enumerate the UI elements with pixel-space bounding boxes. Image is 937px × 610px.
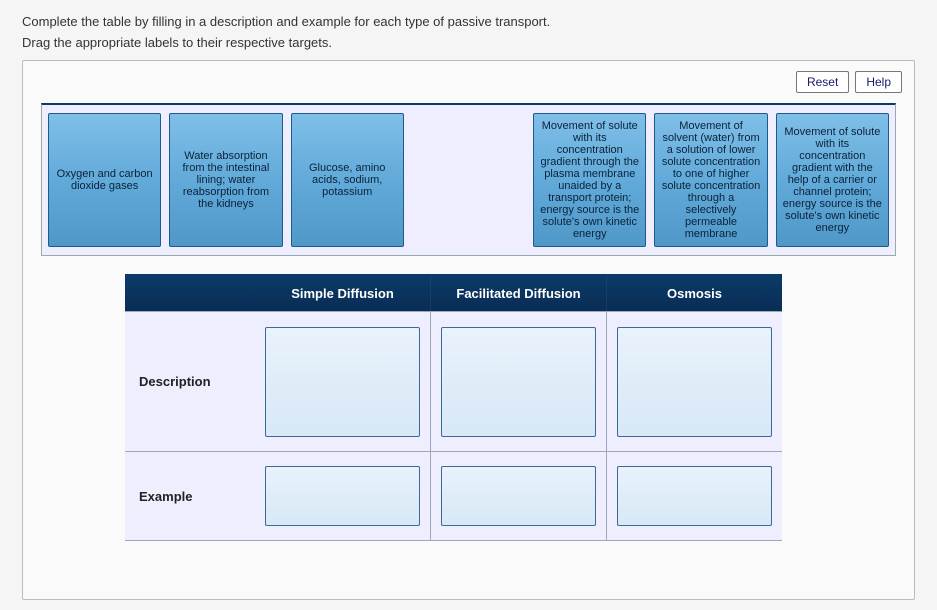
column-header: Simple Diffusion <box>255 276 430 311</box>
column-header: Facilitated Diffusion <box>430 276 606 311</box>
page: Complete the table by filling in a descr… <box>0 0 937 600</box>
table-row: Description <box>125 311 782 451</box>
drop-target-example-simple[interactable] <box>265 466 420 526</box>
header-spacer <box>125 276 255 311</box>
exercise-panel: Reset Help Oxygen and carbon dioxide gas… <box>22 60 915 600</box>
drop-target-example-facilitated[interactable] <box>441 466 596 526</box>
instruction-line-1: Complete the table by filling in a descr… <box>22 14 915 29</box>
table-header-row: Simple Diffusion Facilitated Diffusion O… <box>125 274 782 311</box>
draggable-label[interactable]: Water absorption from the intestinal lin… <box>169 113 282 247</box>
drop-target-example-osmosis[interactable] <box>617 466 772 526</box>
table-row: Example <box>125 451 782 541</box>
draggable-label[interactable]: Oxygen and carbon dioxide gases <box>48 113 161 247</box>
drop-target-description-facilitated[interactable] <box>441 327 596 437</box>
reset-button[interactable]: Reset <box>796 71 849 93</box>
draggable-label[interactable]: Movement of solute with its concentratio… <box>533 113 646 247</box>
labels-shelf: Oxygen and carbon dioxide gases Water ab… <box>41 103 896 256</box>
labels-row: Oxygen and carbon dioxide gases Water ab… <box>48 113 889 247</box>
column-header: Osmosis <box>606 276 782 311</box>
instruction-line-2: Drag the appropriate labels to their res… <box>22 35 915 50</box>
drop-cell <box>606 312 782 451</box>
panel-toolbar: Reset Help <box>35 71 902 93</box>
draggable-label[interactable]: Movement of solute with its concentratio… <box>776 113 889 247</box>
draggable-label[interactable]: Movement of solvent (water) from a solut… <box>654 113 767 247</box>
drop-cell <box>430 312 606 451</box>
transport-table: Simple Diffusion Facilitated Diffusion O… <box>125 274 782 541</box>
drop-cell <box>430 452 606 540</box>
drop-cell <box>606 452 782 540</box>
drop-cell <box>255 452 430 540</box>
row-label: Example <box>125 452 255 540</box>
row-label: Description <box>125 312 255 451</box>
drop-target-description-osmosis[interactable] <box>617 327 772 437</box>
drop-cell <box>255 312 430 451</box>
drop-target-description-simple[interactable] <box>265 327 420 437</box>
draggable-label[interactable]: Glucose, amino acids, sodium, potassium <box>291 113 404 247</box>
help-button[interactable]: Help <box>855 71 902 93</box>
